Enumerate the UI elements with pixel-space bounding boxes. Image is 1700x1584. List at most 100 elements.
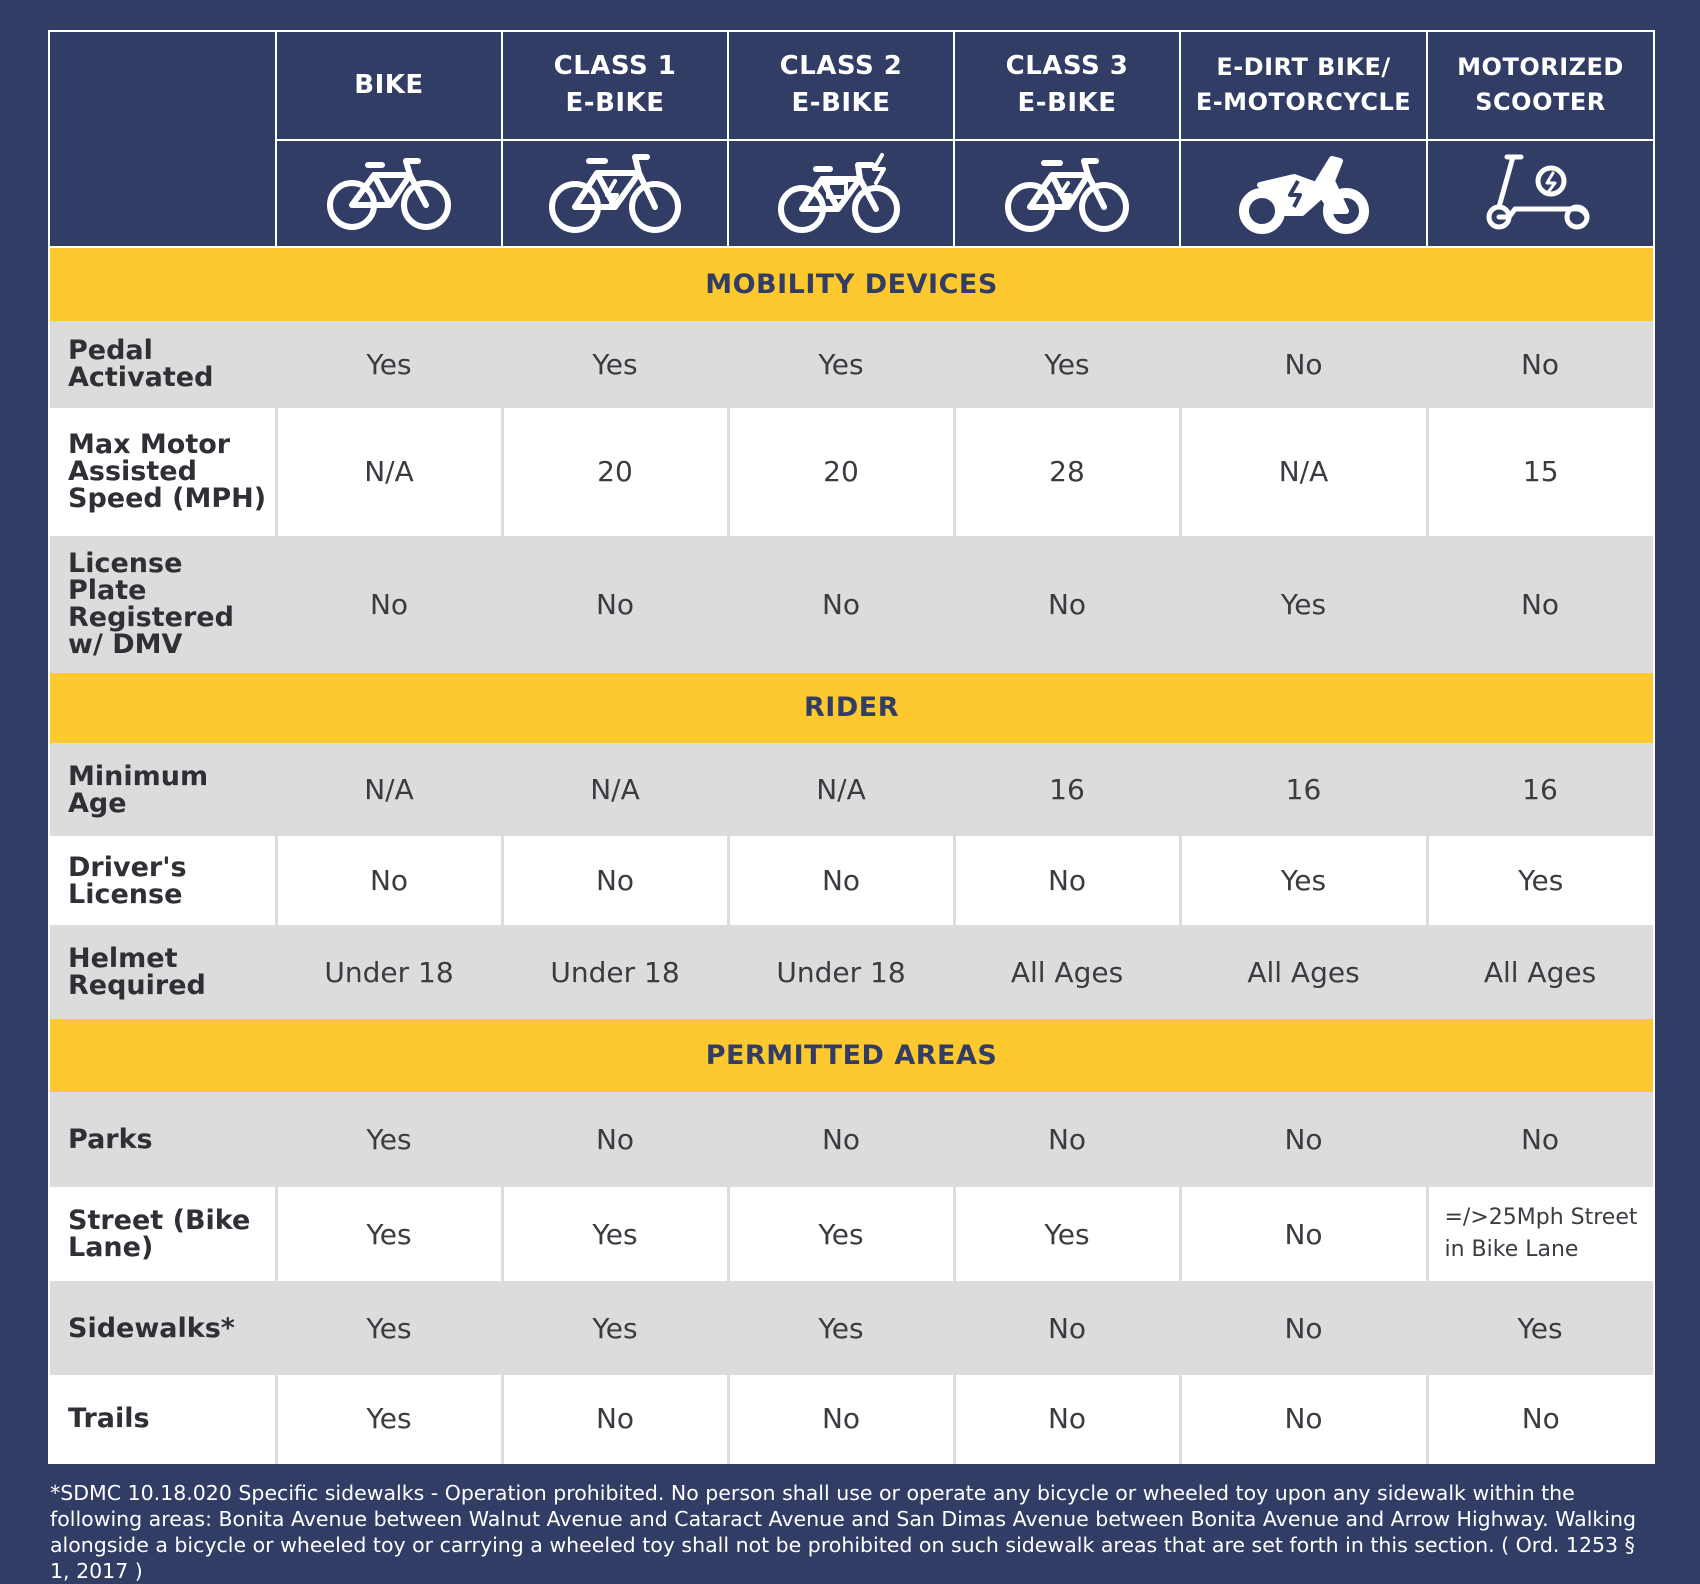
row-label: Parks xyxy=(48,1091,276,1188)
table-cell: Yes xyxy=(274,1375,502,1464)
column-header-line: BIKE xyxy=(354,69,424,100)
table-cell: Yes xyxy=(502,1280,728,1376)
table-cell: No xyxy=(276,535,502,673)
table-cell: Yes xyxy=(726,1187,954,1281)
table-cell: Yes xyxy=(728,320,954,409)
table-cell: All Ages xyxy=(954,924,1180,1020)
bicycle-icon xyxy=(275,138,503,249)
row-label: Max Motor Assisted Speed (MPH) xyxy=(48,408,276,536)
section-rider: RIDER xyxy=(48,672,1655,743)
table-cell: No xyxy=(500,836,728,925)
table-cell: No xyxy=(1180,1091,1427,1188)
table-cell: N/A xyxy=(728,742,954,837)
column-header-line: E-BIKE xyxy=(565,88,665,119)
column-header-class2-ebike: CLASS 2 E-BIKE xyxy=(727,30,955,141)
table-row: Driver's License No No No No Yes Yes xyxy=(48,836,1655,925)
table-cell: Yes xyxy=(1178,836,1427,925)
column-header-line: E-BIKE xyxy=(1017,88,1117,119)
table-cell: Yes xyxy=(500,1187,728,1281)
table-cell: Yes xyxy=(1425,836,1655,925)
class2-ebike-icon xyxy=(727,138,955,249)
column-header-line: E-DIRT BIKE/ xyxy=(1216,53,1391,82)
column-header-row: BIKE CLASS 1 E-BIKE CLASS 2 E-BIKE CLASS… xyxy=(48,29,1655,249)
table-cell: No xyxy=(502,535,728,673)
row-label: Street (Bike Lane) xyxy=(48,1187,276,1281)
mobility-comparison-table: BIKE CLASS 1 E-BIKE CLASS 2 E-BIKE CLASS… xyxy=(48,29,1655,1464)
table-cell: Yes xyxy=(1180,535,1427,673)
table-cell: No xyxy=(1180,1280,1427,1376)
table-cell: No xyxy=(728,535,954,673)
table-cell: No xyxy=(728,1091,954,1188)
table-cell: No xyxy=(1427,320,1655,409)
column-header-scooter: MOTORIZED SCOOTER xyxy=(1426,30,1655,141)
column-header-line: E-MOTORCYCLE xyxy=(1195,88,1412,117)
table-cell: 16 xyxy=(1180,742,1427,837)
table-cell: 16 xyxy=(954,742,1180,837)
row-label: Helmet Required xyxy=(48,924,276,1020)
table-cell: N/A xyxy=(1178,408,1427,536)
class3-ebike-icon xyxy=(953,138,1181,249)
column-header-line: MOTORIZED xyxy=(1457,53,1624,82)
table-cell: All Ages xyxy=(1427,924,1655,1020)
table-cell: No xyxy=(952,836,1180,925)
table-cell: 20 xyxy=(726,408,954,536)
table-cell: N/A xyxy=(502,742,728,837)
table-cell: =/>25Mph Street in Bike Lane xyxy=(1425,1187,1655,1281)
table-cell: 15 xyxy=(1425,408,1655,536)
column-header-line: E-BIKE xyxy=(791,88,891,119)
table-cell: No xyxy=(954,535,1180,673)
row-label: Sidewalks* xyxy=(48,1280,276,1376)
column-header-dirt-bike: E-DIRT BIKE/ E-MOTORCYCLE xyxy=(1179,30,1428,141)
row-label: License Plate Registered w/ DMV xyxy=(48,535,276,673)
table-row: License Plate Registered w/ DMV No No No… xyxy=(48,535,1655,673)
table-cell: Yes xyxy=(952,1187,1180,1281)
table-cell: No xyxy=(726,1375,954,1464)
column-icon-row xyxy=(49,138,1655,249)
table-cell: Under 18 xyxy=(728,924,954,1020)
table-cell: N/A xyxy=(274,408,502,536)
table-cell: 20 xyxy=(500,408,728,536)
table-cell: No xyxy=(1178,1187,1427,1281)
table-cell: Yes xyxy=(276,1091,502,1188)
section-mobility-devices: MOBILITY DEVICES xyxy=(48,247,1655,321)
table-cell: 16 xyxy=(1427,742,1655,837)
table-cell: No xyxy=(726,836,954,925)
sidewalk-footnote: *SDMC 10.18.020 Specific sidewalks - Ope… xyxy=(50,1481,1637,1583)
class1-ebike-icon xyxy=(501,138,729,249)
row-label: Pedal Activated xyxy=(48,320,276,409)
table-row: Sidewalks* Yes Yes Yes No No Yes xyxy=(48,1280,1655,1376)
table-cell: Under 18 xyxy=(502,924,728,1020)
table-cell: No xyxy=(500,1375,728,1464)
section-permitted-areas: PERMITTED AREAS xyxy=(48,1019,1655,1092)
table-cell: 28 xyxy=(952,408,1180,536)
header-corner xyxy=(48,29,277,249)
table-cell: Yes xyxy=(502,320,728,409)
table-cell: Under 18 xyxy=(276,924,502,1020)
column-header-bike: BIKE xyxy=(275,30,503,141)
table-cell: No xyxy=(274,836,502,925)
table-row: Helmet Required Under 18 Under 18 Under … xyxy=(48,924,1655,1020)
table-cell: All Ages xyxy=(1180,924,1427,1020)
table-row: Trails Yes No No No No No xyxy=(48,1375,1655,1464)
column-header-class1-ebike: CLASS 1 E-BIKE xyxy=(501,30,729,141)
table-row: Parks Yes No No No No No xyxy=(48,1091,1655,1188)
row-label: Trails xyxy=(48,1375,276,1464)
column-header-line: CLASS 2 xyxy=(779,51,903,82)
dirt-bike-icon xyxy=(1179,138,1428,249)
table-cell: No xyxy=(1425,1375,1655,1464)
section-title: PERMITTED AREAS xyxy=(48,1019,1655,1092)
table-cell: Yes xyxy=(1427,1280,1655,1376)
table-cell: No xyxy=(952,1375,1180,1464)
table-cell: N/A xyxy=(276,742,502,837)
column-header-line: SCOOTER xyxy=(1475,88,1606,117)
table-cell: Yes xyxy=(954,320,1180,409)
table-cell: No xyxy=(502,1091,728,1188)
table-row: Street (Bike Lane) Yes Yes Yes Yes No =/… xyxy=(48,1187,1655,1281)
section-title: RIDER xyxy=(48,672,1655,743)
column-header-class3-ebike: CLASS 3 E-BIKE xyxy=(953,30,1181,141)
column-header-line: CLASS 3 xyxy=(1005,51,1129,82)
table-cell: No xyxy=(1178,1375,1427,1464)
row-label: Driver's License xyxy=(48,836,276,925)
table-cell: Yes xyxy=(728,1280,954,1376)
table-cell: Yes xyxy=(274,1187,502,1281)
